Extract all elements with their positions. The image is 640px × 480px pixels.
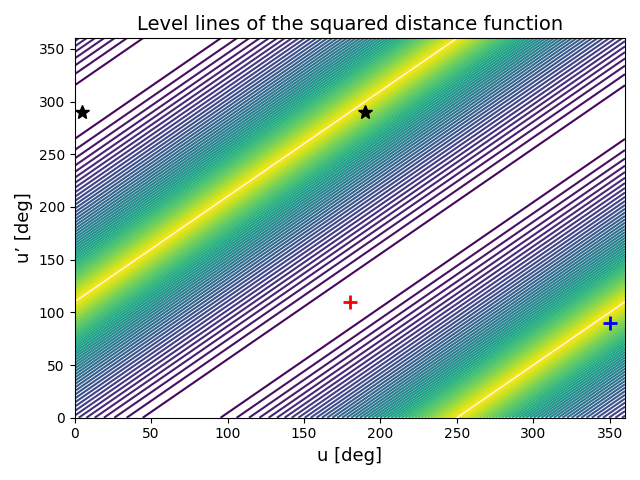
Y-axis label: u’ [deg]: u’ [deg] [15, 192, 33, 264]
X-axis label: u [deg]: u [deg] [317, 447, 382, 465]
Title: Level lines of the squared distance function: Level lines of the squared distance func… [137, 15, 563, 34]
